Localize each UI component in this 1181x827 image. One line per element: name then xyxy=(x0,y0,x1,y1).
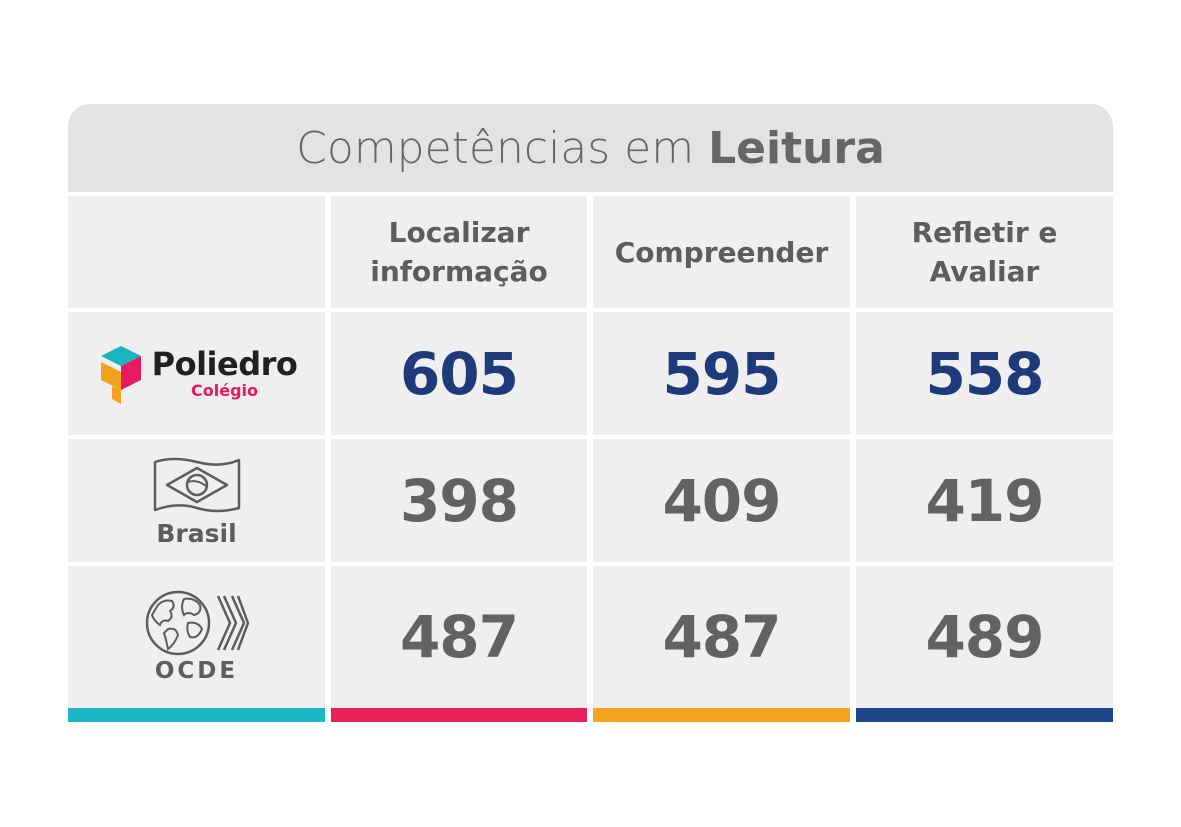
value-brasil-localizar: 398 xyxy=(399,466,519,535)
globe-icon xyxy=(145,590,210,656)
reading-competencies-table: Competências em Leitura Localizar inform… xyxy=(68,104,1113,722)
brazil-flag-icon xyxy=(153,457,240,512)
value-cell: 558 xyxy=(856,312,1113,435)
title-emphasis: Leitura xyxy=(708,122,885,174)
value-poliedro-compreender: 595 xyxy=(662,339,781,408)
value-cell: 487 xyxy=(331,566,587,708)
column-header-line: Compreender xyxy=(614,235,829,269)
poliedro-logo-icon xyxy=(100,345,141,404)
column-header-localizar: Localizar informação xyxy=(331,196,587,308)
value-cell: 398 xyxy=(331,439,587,562)
value-cell: 419 xyxy=(856,439,1113,562)
row-label: OCDE xyxy=(154,658,239,684)
column-header-compreender: Compreender xyxy=(593,196,850,308)
column-header-refletir: Refletir e Avaliar xyxy=(856,196,1113,308)
value-brasil-compreender: 409 xyxy=(662,466,781,535)
column-header-line: Avaliar xyxy=(929,255,1040,288)
row-sublabel: Colégio xyxy=(191,380,258,400)
column-bar-refletir xyxy=(856,708,1113,722)
value-ocde-refletir: 489 xyxy=(925,603,1044,671)
header-empty-cell xyxy=(68,196,325,308)
poliedro-logo: Poliedro Colégio xyxy=(96,342,298,406)
value-ocde-localizar: 487 xyxy=(399,603,519,671)
ocde-chevrons-icon xyxy=(216,595,249,651)
value-brasil-refletir: 419 xyxy=(925,466,1044,535)
column-bar-label xyxy=(68,708,325,722)
row-label: Brasil xyxy=(156,518,237,548)
column-bar-compreender xyxy=(593,708,850,722)
value-cell: 595 xyxy=(593,312,850,435)
row-label-brasil: Brasil xyxy=(68,439,325,562)
row-label-poliedro: Poliedro Colégio xyxy=(68,312,325,435)
value-cell: 489 xyxy=(856,566,1113,708)
row-label: Poliedro xyxy=(151,344,298,383)
column-header-line: Refletir e xyxy=(911,216,1058,249)
column-header-line: informação xyxy=(370,255,548,288)
table-title: Competências em Leitura xyxy=(68,104,1113,192)
column-header-line: Localizar xyxy=(388,216,530,249)
value-cell: 409 xyxy=(593,439,850,562)
value-poliedro-refletir: 558 xyxy=(925,339,1044,408)
column-bar-localizar xyxy=(331,708,587,722)
value-ocde-compreender: 487 xyxy=(662,603,781,671)
title-prefix: Competências em xyxy=(296,122,695,174)
value-poliedro-localizar: 605 xyxy=(399,339,519,408)
row-label-ocde: OCDE xyxy=(68,566,325,708)
value-cell: 487 xyxy=(593,566,850,708)
value-cell: 605 xyxy=(331,312,587,435)
